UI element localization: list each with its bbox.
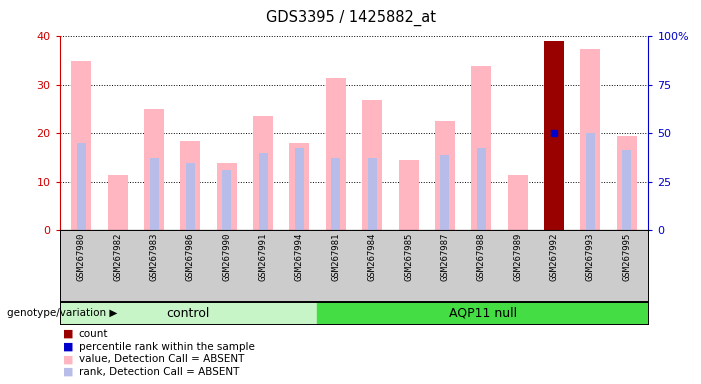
Text: GSM267989: GSM267989: [513, 233, 522, 281]
Bar: [580, 49, 600, 230]
Bar: [186, 162, 195, 230]
Text: GSM267985: GSM267985: [404, 233, 413, 281]
Text: GSM267991: GSM267991: [259, 233, 268, 281]
Bar: [317, 302, 648, 324]
Bar: [144, 109, 164, 230]
Text: GSM267987: GSM267987: [440, 233, 449, 281]
Bar: [508, 175, 528, 230]
Bar: [471, 66, 491, 230]
Bar: [295, 148, 304, 230]
Text: GSM267980: GSM267980: [77, 233, 86, 281]
Text: percentile rank within the sample: percentile rank within the sample: [79, 342, 254, 352]
Text: GSM267984: GSM267984: [368, 233, 376, 281]
Bar: [217, 162, 237, 230]
Text: GSM267994: GSM267994: [295, 233, 304, 281]
Bar: [253, 116, 273, 230]
Text: GSM267983: GSM267983: [149, 233, 158, 281]
Bar: [60, 302, 317, 324]
Text: count: count: [79, 329, 108, 339]
Text: GSM267992: GSM267992: [550, 233, 559, 281]
Text: control: control: [167, 307, 210, 320]
Bar: [435, 121, 455, 230]
Text: ■: ■: [63, 354, 74, 364]
Bar: [108, 175, 128, 230]
Bar: [544, 41, 564, 230]
Text: ■: ■: [63, 342, 74, 352]
Bar: [72, 61, 91, 230]
Bar: [222, 170, 231, 230]
Text: GSM267993: GSM267993: [586, 233, 594, 281]
Bar: [259, 153, 268, 230]
Bar: [440, 155, 449, 230]
Text: GSM267986: GSM267986: [186, 233, 195, 281]
Bar: [290, 143, 309, 230]
Text: GSM267990: GSM267990: [222, 233, 231, 281]
Text: ■: ■: [63, 329, 74, 339]
Text: rank, Detection Call = ABSENT: rank, Detection Call = ABSENT: [79, 367, 239, 377]
Text: ■: ■: [63, 367, 74, 377]
Text: GSM267988: GSM267988: [477, 233, 486, 281]
Text: value, Detection Call = ABSENT: value, Detection Call = ABSENT: [79, 354, 244, 364]
Bar: [332, 158, 341, 230]
Text: GDS3395 / 1425882_at: GDS3395 / 1425882_at: [266, 10, 435, 26]
Text: GSM267981: GSM267981: [332, 233, 340, 281]
Bar: [326, 78, 346, 230]
Bar: [77, 143, 86, 230]
Bar: [362, 99, 382, 230]
Bar: [477, 148, 486, 230]
Text: genotype/variation ▶: genotype/variation ▶: [7, 308, 117, 318]
Text: AQP11 null: AQP11 null: [449, 307, 517, 320]
Text: GSM267982: GSM267982: [114, 233, 122, 281]
Bar: [180, 141, 200, 230]
Bar: [617, 136, 637, 230]
Bar: [586, 134, 595, 230]
Text: GSM267995: GSM267995: [622, 233, 631, 281]
Bar: [367, 158, 376, 230]
Bar: [544, 41, 564, 230]
Bar: [149, 158, 158, 230]
Bar: [399, 160, 418, 230]
Bar: [622, 151, 631, 230]
